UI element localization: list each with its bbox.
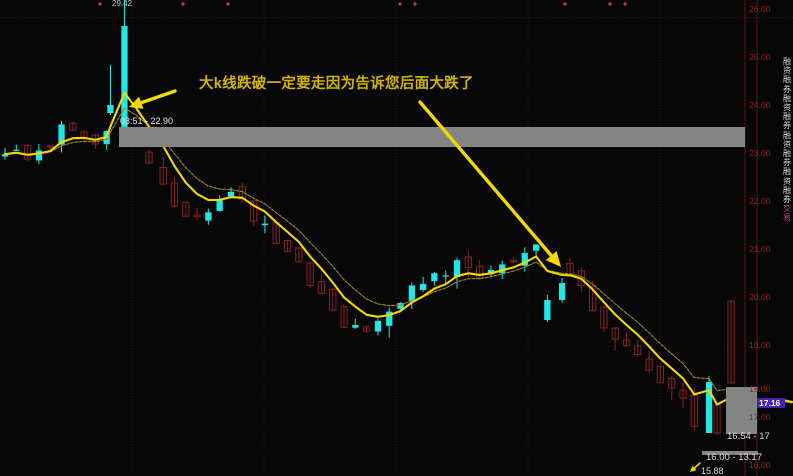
svg-text:18.00: 18.00 <box>749 384 771 394</box>
svg-text:21.00: 21.00 <box>749 244 771 254</box>
svg-text:17.16: 17.16 <box>759 398 781 408</box>
svg-text:20.00: 20.00 <box>749 292 771 302</box>
svg-text:25.00: 25.00 <box>749 52 771 62</box>
svg-text:26.00: 26.00 <box>749 4 771 14</box>
svg-text:23.00: 23.00 <box>749 148 771 158</box>
svg-text:29.42: 29.42 <box>112 0 133 8</box>
svg-text:22.00: 22.00 <box>749 196 771 206</box>
svg-text:17.00: 17.00 <box>749 412 771 422</box>
svg-text:19.00: 19.00 <box>749 340 771 350</box>
svg-text:24.00: 24.00 <box>749 100 771 110</box>
